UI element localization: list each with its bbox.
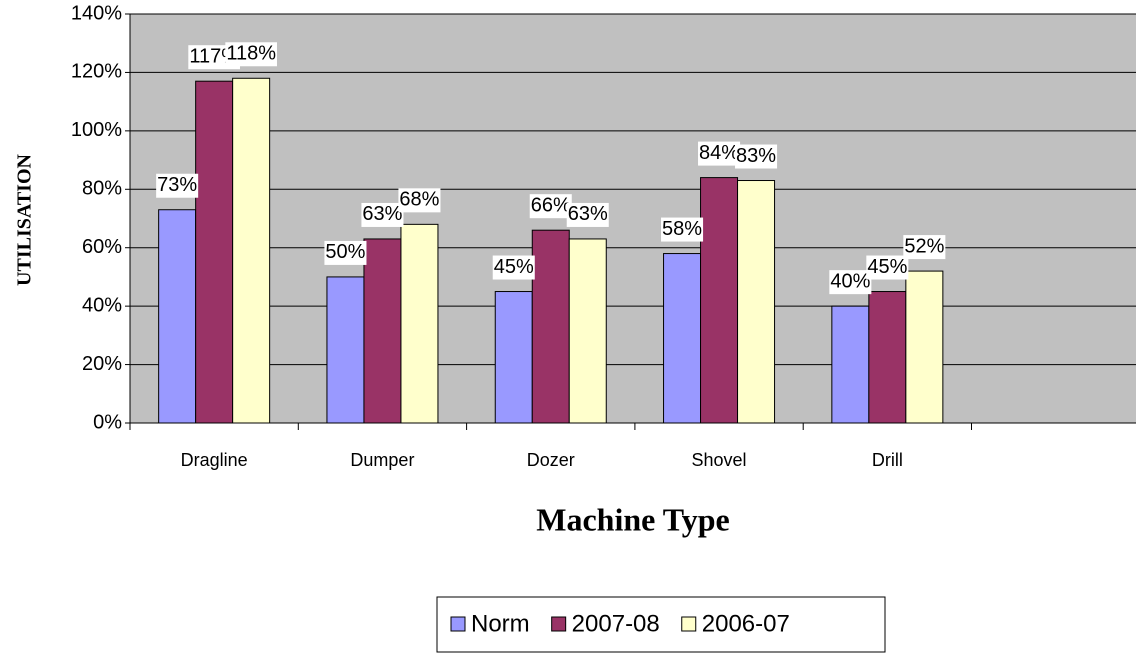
- x-tick-label: Dozer: [527, 450, 575, 470]
- bar: [737, 180, 776, 424]
- bar: [831, 305, 870, 424]
- data-label: 68%: [399, 189, 439, 211]
- data-label: 83%: [736, 145, 776, 167]
- data-label-bg: [698, 141, 741, 166]
- bar: [400, 223, 439, 424]
- data-label-bg: [735, 144, 778, 169]
- data-label-bg: [566, 202, 609, 227]
- y-tick-label: 60%: [82, 236, 122, 258]
- bar: [494, 291, 533, 424]
- data-label: 58%: [662, 218, 702, 240]
- x-tick-label: Dragline: [181, 450, 248, 470]
- data-label-bg: [903, 235, 946, 260]
- x-axis-label: Machine Type: [536, 501, 729, 537]
- y-tick-label: 20%: [82, 353, 122, 375]
- y-tick-label: 100%: [71, 119, 122, 141]
- y-tick-label: 40%: [82, 294, 122, 316]
- data-label-bg: [829, 270, 872, 295]
- data-label: 45%: [494, 256, 534, 278]
- x-tick-label: Shovel: [692, 450, 747, 470]
- bar: [531, 229, 570, 424]
- y-axis-label: UTILISATION: [14, 154, 36, 286]
- data-label-bg: [361, 202, 404, 227]
- data-label-bg: [225, 42, 277, 67]
- data-label: 45%: [867, 256, 907, 278]
- data-label-bg: [156, 173, 199, 198]
- data-label-bg: [492, 255, 535, 280]
- data-label: 66%: [531, 194, 571, 216]
- legend-swatch: [551, 616, 567, 632]
- legend-swatch: [450, 616, 466, 632]
- bar: [700, 177, 739, 424]
- data-label: 40%: [830, 270, 870, 292]
- legend-label: Norm: [471, 610, 530, 637]
- data-label-bg: [398, 188, 441, 213]
- data-label: 73%: [157, 174, 197, 196]
- data-label-bg: [661, 217, 704, 242]
- bar: [868, 291, 907, 424]
- data-label-bg: [324, 240, 367, 265]
- y-tick-label: 120%: [71, 61, 122, 83]
- bar: [158, 209, 197, 424]
- data-label: 84%: [699, 142, 739, 164]
- y-tick-label: 140%: [71, 2, 122, 24]
- data-label: 50%: [325, 241, 365, 263]
- legend: [436, 596, 886, 653]
- data-label-bg: [866, 255, 909, 280]
- legend-swatch: [681, 616, 697, 632]
- x-tick-label: Dumper: [350, 450, 414, 470]
- bar: [195, 80, 234, 424]
- data-label: 63%: [362, 203, 402, 225]
- x-tick-label: Drill: [872, 450, 903, 470]
- bar: [363, 238, 402, 424]
- bar: [568, 238, 607, 424]
- bar: [905, 270, 944, 424]
- bar: [663, 253, 702, 424]
- data-label-bg: [529, 194, 572, 219]
- data-label: 118%: [226, 43, 276, 65]
- legend-label: 2007-08: [572, 610, 660, 637]
- plot-area: [130, 14, 1136, 423]
- bar: [232, 77, 271, 424]
- data-label: 63%: [568, 203, 608, 225]
- data-label: 52%: [904, 235, 944, 257]
- legend-label: 2006-07: [702, 610, 790, 637]
- y-tick-label: 80%: [82, 178, 122, 200]
- bar: [326, 276, 365, 424]
- y-tick-label: 0%: [93, 411, 122, 433]
